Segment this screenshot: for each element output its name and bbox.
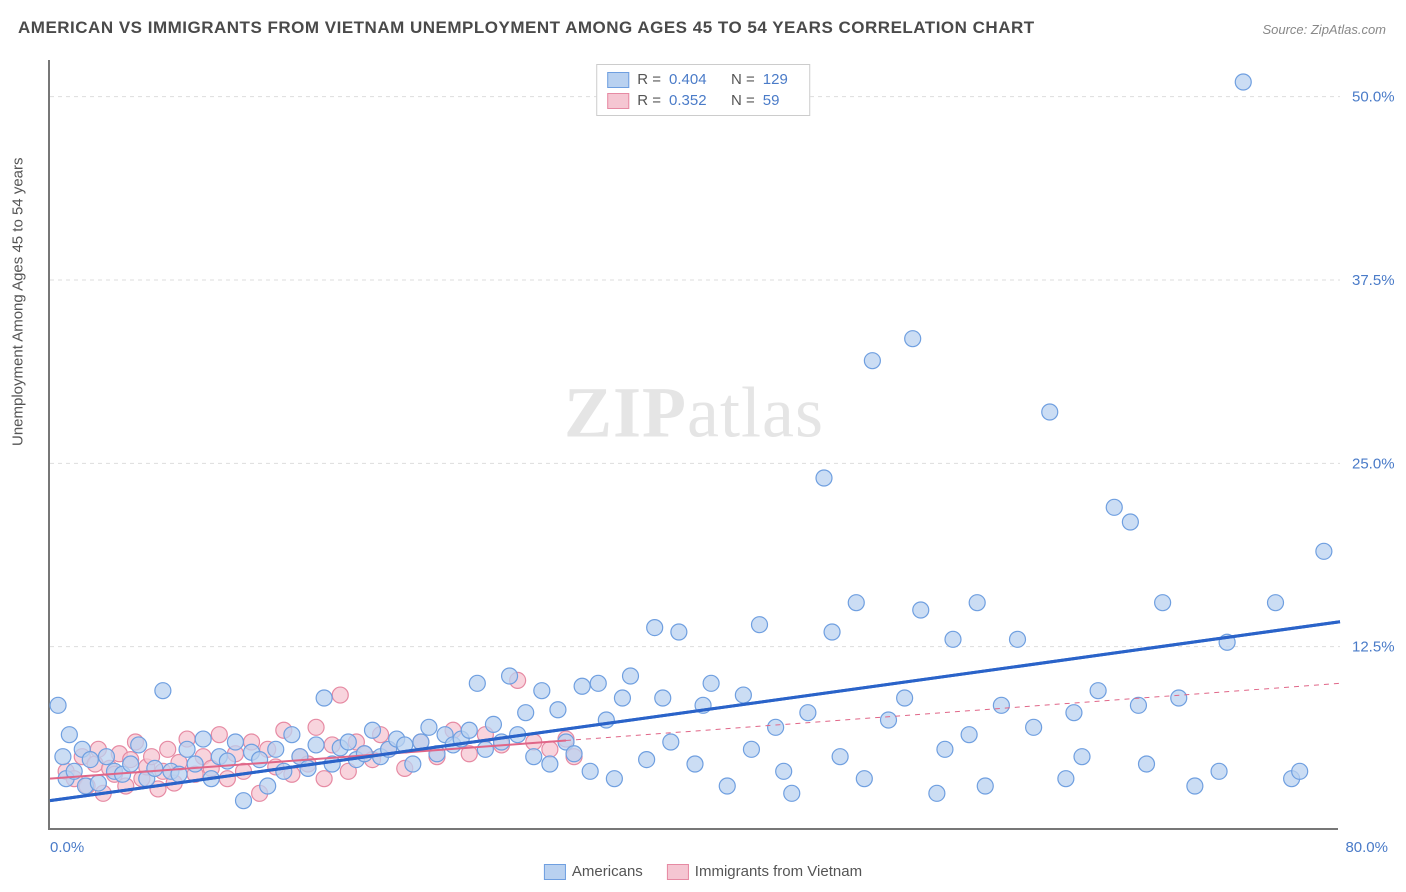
n-label-2: N = [731, 92, 755, 109]
n-value-vietnam: 59 [763, 92, 799, 109]
r-value-vietnam: 0.352 [669, 92, 723, 109]
source-attribution: Source: ZipAtlas.com [1262, 22, 1386, 37]
svg-text:12.5%: 12.5% [1352, 639, 1395, 656]
x-tick-min: 0.0% [50, 839, 84, 856]
svg-text:25.0%: 25.0% [1352, 455, 1395, 472]
chart-container: AMERICAN VS IMMIGRANTS FROM VIETNAM UNEM… [0, 0, 1406, 892]
r-value-americans: 0.404 [669, 71, 723, 88]
svg-text:50.0%: 50.0% [1352, 89, 1395, 106]
n-value-americans: 129 [763, 71, 799, 88]
correlation-legend: R = 0.404 N = 129 R = 0.352 N = 59 [596, 64, 810, 116]
r-label: R = [637, 71, 661, 88]
n-label: N = [731, 71, 755, 88]
legend-label-vietnam: Immigrants from Vietnam [695, 863, 862, 880]
plot-area: ZIPatlas 12.5%25.0%37.5%50.0% 0.0% 80.0% [48, 60, 1338, 830]
legend-label-americans: Americans [572, 863, 643, 880]
swatch-vietnam [607, 93, 629, 109]
y-axis-label: Unemployment Among Ages 45 to 54 years [10, 157, 27, 446]
legend-row-americans: R = 0.404 N = 129 [607, 69, 799, 90]
legend-item-vietnam: Immigrants from Vietnam [667, 863, 862, 880]
svg-text:37.5%: 37.5% [1352, 272, 1395, 289]
legend-item-americans: Americans [544, 863, 643, 880]
swatch-americans-bottom [544, 864, 566, 880]
x-tick-max: 80.0% [1345, 839, 1388, 856]
swatch-vietnam-bottom [667, 864, 689, 880]
chart-title: AMERICAN VS IMMIGRANTS FROM VIETNAM UNEM… [18, 18, 1035, 38]
swatch-americans [607, 72, 629, 88]
plot-svg: 12.5%25.0%37.5%50.0% [50, 60, 1338, 828]
bottom-legend: Americans Immigrants from Vietnam [544, 863, 862, 880]
r-label-2: R = [637, 92, 661, 109]
legend-row-vietnam: R = 0.352 N = 59 [607, 90, 799, 111]
